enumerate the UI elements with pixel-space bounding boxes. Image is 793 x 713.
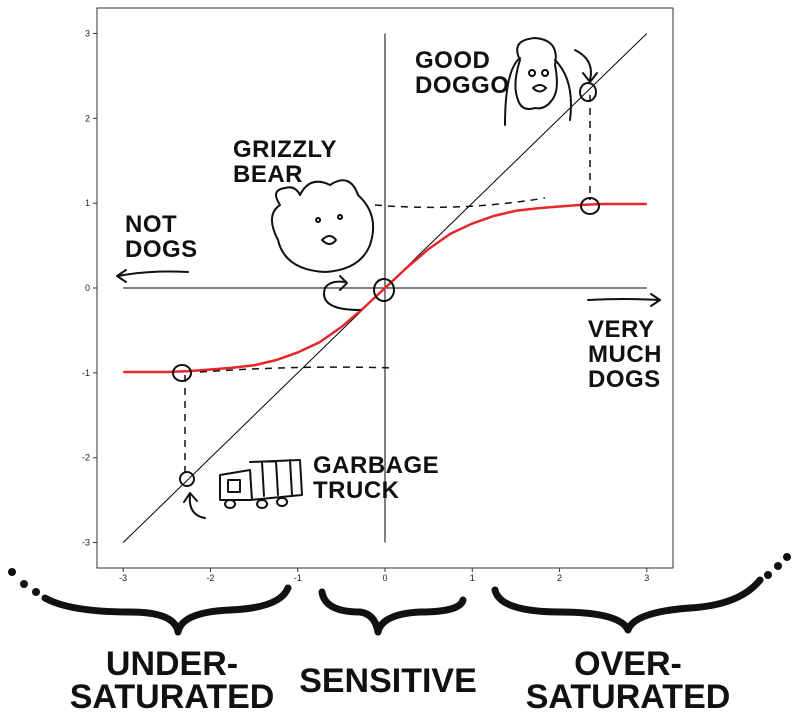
plot-area: -3 -2 -1 0 1 2 3 -3 -2 -1 0 1 2 3 [82,28,649,583]
region-label: SENSITIVE [299,662,477,700]
circle-mark [179,471,195,487]
y-tick-label: 1 [85,198,90,208]
circle-mark [579,82,597,102]
x-tick-label: -1 [294,573,302,583]
doodles [8,37,791,636]
annotation: GOOD [415,47,490,74]
x-tick-label: -2 [206,573,214,583]
x-tick-label: -3 [119,573,127,583]
bear-doodle [271,179,374,273]
y-tick-label: 0 [85,283,90,293]
dot [20,580,28,588]
brace [491,576,764,634]
dot [32,588,40,596]
dot [764,571,772,579]
annotation: GARBAGE [313,452,439,479]
region-label: UNDER- [106,645,238,683]
y-tick-label: -1 [82,368,90,378]
brace [41,584,292,636]
circle-mark [373,278,395,302]
arrow [116,269,189,283]
dot [774,562,782,570]
dot [783,553,791,561]
truck-doodle [219,459,303,509]
arrow [183,492,206,519]
arrow [574,49,598,83]
arrow [587,293,661,307]
circle-mark [580,197,600,215]
annotation: DOGS [588,366,661,393]
annotation: NOT [125,211,177,238]
region-label: OVER- [574,645,682,683]
dashed-guide [199,366,396,373]
annotation: TRUCK [313,477,400,504]
x-tick-label: 2 [557,573,562,583]
brace [318,588,467,636]
x-tick-label: 1 [470,573,475,583]
y-tick-label: -2 [82,453,90,463]
x-tick-label: 0 [382,573,387,583]
region-label: SATURATED [70,678,275,713]
x-tick-label: 3 [644,573,649,583]
annotation: MUCH [588,341,662,368]
annotation: DOGGO [415,72,510,99]
region-label: SATURATED [526,678,731,713]
dog-doodle [504,37,572,126]
y-tick-label: 3 [85,28,90,38]
dashed-guide [374,197,546,209]
series-line [123,202,647,374]
annotation: VERY [588,316,654,343]
y-tick-label: -3 [82,538,90,548]
annotation: BEAR [233,161,303,188]
dot [8,568,16,576]
circle-mark [172,364,192,382]
y-tick-label: 2 [85,113,90,123]
arrow [323,275,361,311]
annotation: GRIZZLY [233,136,337,163]
annotation: DOGS [125,236,198,263]
